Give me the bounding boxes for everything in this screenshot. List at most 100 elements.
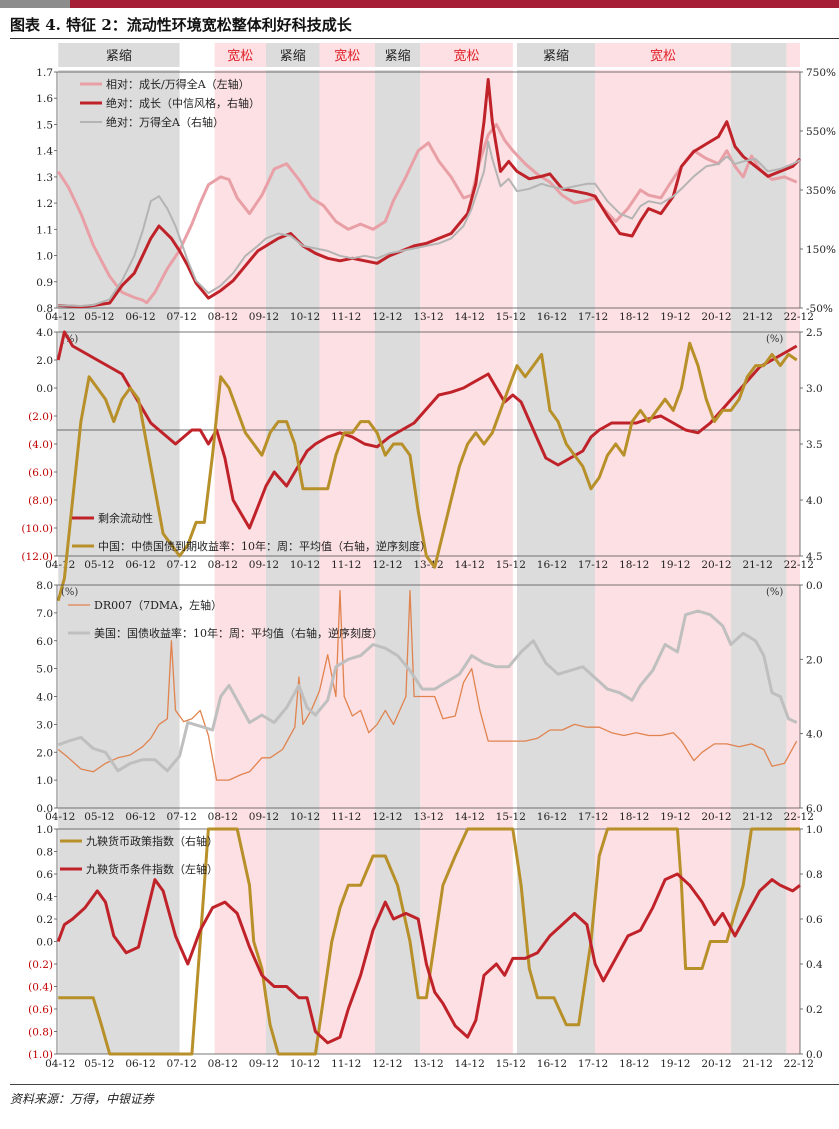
x-tick-label: 18-12 [619, 559, 649, 571]
source-note: 资料来源：万得，中银证券 [10, 1092, 155, 1106]
y-left-tick-label: 5.0 [36, 664, 53, 676]
regime-header-cell [265, 43, 320, 67]
regime-header-cell [375, 43, 421, 67]
x-tick-label: 15-12 [496, 559, 526, 571]
y-right-tick-label: 4.0 [806, 729, 823, 741]
y-right-tick-label: 0.8 [806, 869, 823, 881]
y-left-tick-label: 4.0 [36, 692, 53, 704]
x-tick-label: 04-12 [45, 311, 75, 323]
figure-title: 图表 4. 特征 2：流动性环境宽松整体利好科技成长 [10, 16, 352, 34]
y-right-tick-label: 6.0 [806, 803, 823, 815]
regime-header-cell [730, 43, 787, 67]
x-tick-label: 09-12 [249, 311, 279, 323]
y-left-tick-label: (0.2) [28, 959, 53, 971]
x-tick-label: 14-12 [455, 311, 485, 323]
x-tick-label: 11-12 [331, 1058, 361, 1070]
x-tick-label: 22-12 [784, 811, 814, 823]
legend-label: 美国：国债收益率：10年：周：平均值（右轴，逆序刻度） [94, 626, 383, 640]
y-left-tick-label: 0.6 [36, 869, 53, 881]
x-tick-label: 15-12 [496, 311, 526, 323]
x-tick-label: 19-12 [660, 311, 690, 323]
x-tick-label: 09-12 [249, 811, 279, 823]
legend-label: 九鞅货币政策指数（右轴） [86, 834, 218, 848]
regime-header-cell [786, 43, 800, 67]
y-left-tick-label: 0.0 [36, 937, 53, 949]
legend-label: 九鞅货币条件指数（左轴） [86, 862, 218, 876]
x-tick-label: 12-12 [372, 1058, 402, 1070]
y-right-tick-label: 3.5 [806, 439, 823, 451]
x-tick-label: 18-12 [619, 311, 649, 323]
series-line [58, 827, 800, 1056]
x-tick-label: 20-12 [701, 1058, 731, 1070]
series-line [58, 78, 802, 309]
chart: 紧缩 宽松 紧缩 宽松 紧缩 宽松 紧缩 宽松 0.8 0.9 1.0 1.1 1.2 1.3 1.4 1.5… [21, 43, 836, 1070]
regime-label: 紧缩 [543, 48, 569, 64]
y-right-tick-label: 2.0 [806, 654, 823, 666]
y-left-tick-label: (6.0) [28, 467, 53, 479]
x-tick-label: 06-12 [125, 811, 155, 823]
x-tick-label: 22-12 [784, 559, 814, 571]
x-tick-label: 14-12 [455, 811, 485, 823]
regime-label: 紧缩 [385, 48, 411, 64]
unit-right: (%) [766, 334, 783, 345]
y-right-tick-label: 0.2 [806, 1004, 823, 1016]
legend-label: 绝对：万得全A（右轴） [106, 115, 224, 129]
unit-right: (%) [766, 587, 783, 598]
x-tick-label: 19-12 [660, 1058, 690, 1070]
y-left-tick-label: (8.0) [28, 495, 53, 507]
x-tick-label: 16-12 [537, 811, 567, 823]
regime-band [516, 70, 596, 1054]
y-left-tick-label: 6.0 [36, 636, 53, 648]
regime-label: 宽松 [454, 48, 480, 64]
x-tick-label: 20-12 [701, 311, 731, 323]
header-band-red [70, 0, 839, 8]
y-left-tick-label: (4.0) [28, 439, 53, 451]
y-right-tick-label: 1.0 [806, 824, 823, 836]
x-tick-label: 21-12 [742, 559, 772, 571]
x-tick-label: 04-12 [45, 1058, 75, 1070]
x-tick-label: 05-12 [84, 811, 114, 823]
regime-band [214, 70, 266, 1054]
x-tick-label: 05-12 [84, 559, 114, 571]
x-tick-label: 18-12 [619, 1058, 649, 1070]
y-right-tick-label: 2.5 [806, 327, 823, 339]
x-tick-label: 10-12 [290, 811, 320, 823]
x-tick-label: 19-12 [660, 559, 690, 571]
y-left-tick-label: (0.4) [28, 982, 53, 994]
x-tick-label: 12-12 [372, 811, 402, 823]
y-right-tick-label: 4.5 [806, 551, 823, 563]
y-left-tick-label: 0.9 [36, 277, 53, 289]
regime-label: 紧缩 [106, 48, 132, 64]
y-left-tick-label: (2.0) [28, 411, 53, 423]
y-right-tick-label: 150% [806, 244, 836, 256]
x-tick-label: 17-12 [578, 1058, 608, 1070]
y-left-tick-label: 1.3 [36, 172, 53, 184]
y-left-tick-label: 4.0 [36, 327, 53, 339]
x-tick-label: 05-12 [84, 311, 114, 323]
x-tick-label: 21-12 [742, 1058, 772, 1070]
legend-label: 绝对：成长（中信风格，右轴） [106, 96, 260, 110]
x-tick-label: 12-12 [372, 559, 402, 571]
y-left-tick-label: 0.0 [36, 803, 53, 815]
panel-p2: (12.0) (10.0) (8.0) (6.0) (4.0) (2.0) 0.0 2.0 4.… [21, 327, 823, 602]
y-left-tick-label: 8.0 [36, 580, 53, 592]
y-left-tick-label: (12.0) [21, 551, 53, 563]
x-tick-label: 09-12 [249, 1058, 279, 1070]
x-tick-label: 17-12 [578, 811, 608, 823]
header-band [0, 0, 839, 8]
legend-label: 剩余流动性 [98, 511, 153, 525]
x-tick-label: 10-12 [290, 559, 320, 571]
y-left-tick-label: 1.0 [36, 824, 53, 836]
title-rule [10, 38, 839, 39]
y-left-tick-label: (10.0) [21, 523, 53, 535]
x-tick-label: 20-12 [701, 559, 731, 571]
y-left-tick-label: (0.6) [28, 1004, 53, 1016]
x-tick-label: 21-12 [742, 811, 772, 823]
y-left-tick-label: 0.4 [36, 892, 53, 904]
y-right-tick-label: 0.6 [806, 914, 823, 926]
y-left-tick-label: 7.0 [36, 608, 53, 620]
x-tick-label: 17-12 [578, 559, 608, 571]
y-left-tick-label: (0.8) [28, 1027, 53, 1039]
regime-label: 宽松 [650, 48, 676, 64]
x-tick-label: 08-12 [208, 1058, 238, 1070]
